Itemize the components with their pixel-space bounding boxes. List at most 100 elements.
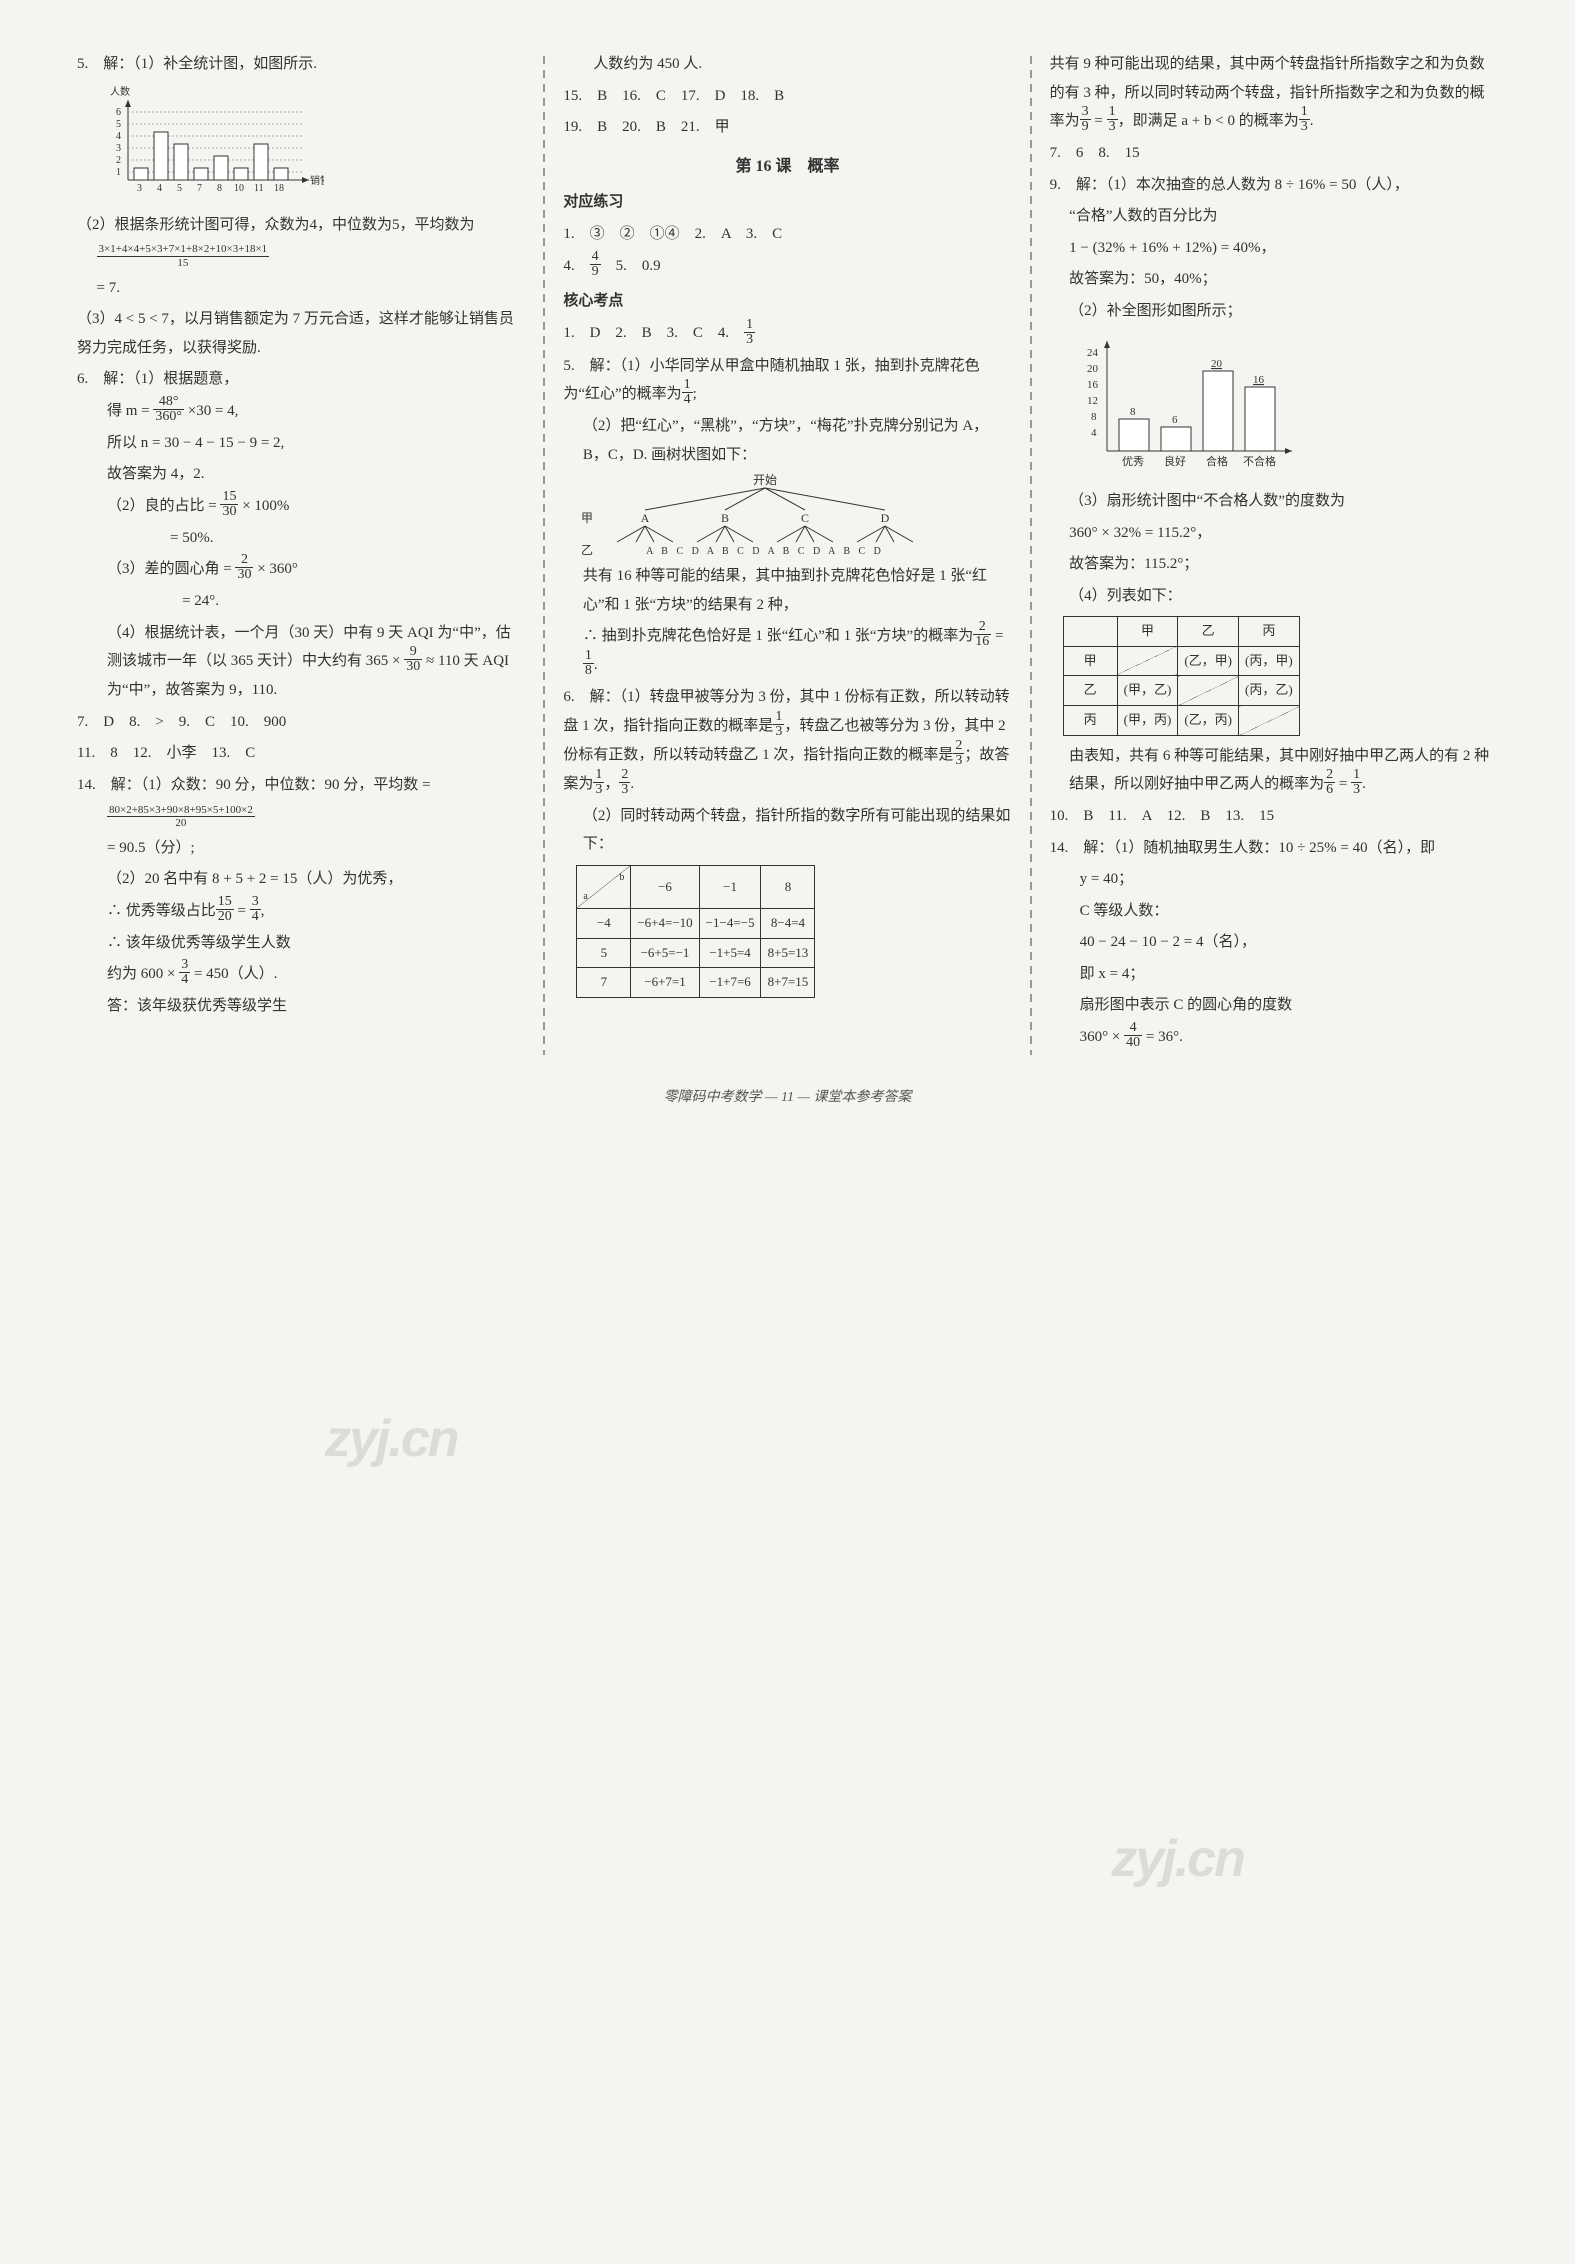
svg-text:1: 1 [116,167,121,178]
q6-l8: （4）根据统计表，一个月（30 天）中有 9 天 AQI 为“中”，估测该城市一… [77,619,525,705]
q5-chart: 人数 销售额/万元 654 321 [104,85,525,205]
svg-text:5: 5 [116,119,121,130]
watermark: zyj.cn [1111,1810,1244,1909]
svg-text:不合格: 不合格 [1243,454,1276,468]
svg-text:4: 4 [116,131,121,142]
c2q5-l3: ∴ 抽到扑克牌花色恰好是 1 张“红心”和 1 张“方块”的概率为216 = 1… [563,622,1011,680]
page-columns: zyj.cn 5. 解：（1）补全统计图，如图所示. 人数 销售额/万元 654… [65,50,1510,1055]
c3q9-chart: 242016 1284 86 20 16 优秀良好 合格不合格 [1077,331,1498,481]
c3q9-l3: 故答案为：50，40%； [1050,265,1498,294]
q5-l3: = 7. [77,274,525,303]
c2q6-head: 6. 解：（1）转盘甲被等分为 3 份，其中 1 份标有正数，所以转动转盘 1 … [563,683,1011,799]
svg-text:2: 2 [116,155,121,166]
q6-head: 6. 解：（1）根据题意， [77,365,525,394]
c3q14-l4: 即 x = 4； [1050,960,1498,989]
c3q9-l2: 1 − (32% + 16% + 12%) = 40%， [1050,234,1498,263]
q6-l1: 得 m = 48°360° ×30 = 4, [77,397,525,426]
q5-l4: （3）4 < 5 < 7，以月销售额定为 7 万元合适，这样才能够让销售员努力完… [77,305,525,362]
c3q14-l6: 360° × 440 = 36°. [1050,1023,1498,1052]
svg-text:3: 3 [116,143,121,154]
column-1: zyj.cn 5. 解：（1）补全统计图，如图所示. 人数 销售额/万元 654… [65,50,537,1055]
svg-text:优秀: 优秀 [1122,455,1144,468]
c2q5-l1: （2）把“红心”，“黑桃”，“方块”，“梅花”扑克牌分别记为 A，B，C，D. … [563,412,1011,469]
c3q14-l5: 扇形图中表示 C 的圆心角的度数 [1050,991,1498,1020]
q6-l7: = 24°. [77,587,525,616]
c3q9-l9: 由表知，共有 6 种等可能结果，其中刚好抽中甲乙两人的有 2 种结果，所以刚好抽… [1050,742,1498,800]
svg-text:人数: 人数 [110,85,130,98]
column-2: zyj.cn 人数约为 450 人. 15. B 16. C 17. D 18.… [551,50,1023,1055]
q6-l2: 所以 n = 30 − 4 − 15 − 9 = 2, [77,429,525,458]
q6-l3: 故答案为 4，2. [77,460,525,489]
svg-text:甲: 甲 [581,511,593,525]
q5-l2: （2）根据条形统计图可得，众数为4，中位数为5，平均数为 [77,211,525,240]
svg-text:A B C D A B C D A B C D A B C: A B C D A B C D A B C D A B C D [646,546,884,557]
svg-text:8: 8 [217,183,222,194]
svg-text:11: 11 [254,183,264,194]
c3q14-l1: y = 40； [1050,865,1498,894]
svg-text:8: 8 [1130,406,1136,418]
section-title: 第 16 课 概率 [563,152,1011,182]
q14-l5: 约为 600 × 34 = 450（人）. [77,960,525,989]
svg-text:4: 4 [1091,427,1097,439]
k1: 1. D 2. B 3. C 4. 13 [563,319,1011,348]
c3q14-l2: C 等级人数： [1050,897,1498,926]
c3-top: 共有 9 种可能出现的结果，其中两个转盘指针所指数字之和为负数的有 3 种，所以… [1050,50,1498,136]
c2-row1: 15. B 16. C 17. D 18. B [563,82,1011,111]
svg-text:16: 16 [1253,374,1265,386]
q14-head: 14. 解：（1）众数：90 分，中位数：90 分，平均数 = [77,771,525,800]
q14-l3: ∴ 优秀等级占比1520 = 34, [77,897,525,926]
c2-top: 人数约为 450 人. [563,50,1011,79]
svg-text:20: 20 [1211,358,1223,370]
q6-l4: （2）良的占比 = 1530 × 100% [77,492,525,521]
svg-text:7: 7 [197,183,202,194]
svg-text:合格: 合格 [1206,454,1228,468]
sum-table: ba −6 −1 8 −4−6+4=−10−1−4=−58−4=4 5−6+5=… [576,865,815,998]
q14-l6: 答：该年级获优秀等级学生 [77,992,525,1021]
p4: 4. 49 5. 0.9 [563,252,1011,281]
pair-table: 甲乙丙 甲(乙，甲)(丙，甲) 乙(甲，乙)(丙，乙) 丙(甲，丙)(乙，丙) [1063,616,1300,736]
sub2: 核心考点 [563,287,1011,316]
svg-text:良好: 良好 [1164,454,1186,468]
page-footer: 零障码中考数学 — 11 — 课堂本参考答案 [65,1085,1510,1112]
svg-text:开始: 开始 [753,473,777,487]
svg-text:18: 18 [274,183,284,194]
row2: 11. 8 12. 小李 13. C [77,739,525,768]
q6-l6: （3）差的圆心角 = 230 × 360° [77,555,525,584]
q5-longfrac: 3×1+4×4+5×3+7×1+8×2+10×3+18×115 [77,242,525,271]
c3q9-l7: 故答案为：115.2°； [1050,550,1498,579]
column-separator [543,50,545,1055]
svg-text:10: 10 [234,183,244,194]
c3q9-l5: （3）扇形统计图中“不合格人数”的度数为 [1050,487,1498,516]
q14-l4: ∴ 该年级优秀等级学生人数 [77,929,525,958]
svg-text:20: 20 [1087,363,1099,375]
svg-text:C: C [801,511,809,525]
svg-text:5: 5 [177,183,182,194]
c3-row1: 7. 6 8. 15 [1050,139,1498,168]
c2q5-l2: 共有 16 种等可能的结果，其中抽到扑克牌花色恰好是 1 张“红心”和 1 张“… [563,562,1011,619]
c2q5-head: 5. 解：（1）小华同学从甲盒中随机抽取 1 张，抽到扑克牌花色为“红心”的概率… [563,352,1011,410]
svg-text:6: 6 [116,107,121,118]
svg-text:8: 8 [1091,411,1097,423]
c3q14-l3: 40 − 24 − 10 − 2 = 4（名）， [1050,928,1498,957]
svg-text:3: 3 [137,183,142,194]
column-3: 共有 9 种可能出现的结果，其中两个转盘指针所指数字之和为负数的有 3 种，所以… [1038,50,1510,1055]
q14-l1: = 90.5（分）; [77,834,525,863]
svg-text:24: 24 [1087,347,1099,359]
tree-diagram: 开始 ABCD 甲 乙 A B C D A B C D A B C D A B … [575,472,1011,562]
c3q9-l4: （2）补全图形如图所示； [1050,297,1498,326]
svg-text:D: D [881,511,890,525]
bar-chart-svg: 人数 销售额/万元 654 321 [104,85,324,205]
c2-row2: 19. B 20. B 21. 甲 [563,113,1011,142]
row1: 7. D 8. > 9. C 10. 900 [77,708,525,737]
c3q9-l1: “合格”人数的百分比为 [1050,202,1498,231]
svg-text:4: 4 [157,183,162,194]
p1: 1. ③ ② ①④ 2. A 3. C [563,220,1011,249]
svg-text:乙: 乙 [581,543,593,557]
svg-text:6: 6 [1172,414,1178,426]
c2q6-l1: （2）同时转动两个转盘，指针所指的数字所有可能出现的结果如下： [563,802,1011,859]
svg-text:12: 12 [1087,395,1098,407]
svg-text:销售额/万元: 销售额/万元 [310,174,324,187]
sub1: 对应练习 [563,188,1011,217]
svg-text:B: B [721,511,729,525]
q14-frac: 80×2+85×3+90×8+95×5+100×220 [77,802,525,831]
